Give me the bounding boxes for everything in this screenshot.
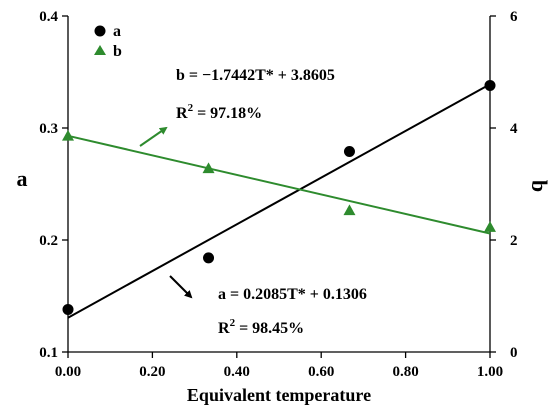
- b-annotation-arrow: [139, 126, 168, 147]
- x-tick-label: 0.60: [308, 364, 334, 380]
- x-tick-label: 0.40: [224, 364, 250, 380]
- x-tick-label: 0.00: [55, 364, 81, 380]
- a-annotation-arrow: [169, 275, 193, 299]
- y-right-tick-label: 4: [510, 121, 518, 137]
- fit-line-b: [67, 134, 491, 235]
- data-points: [62, 79, 496, 315]
- b-r2-base: R: [176, 105, 188, 122]
- point-a: [62, 303, 74, 315]
- point-b: [202, 162, 215, 174]
- y-left-tick-label: 0.3: [39, 121, 58, 137]
- ticks: [62, 15, 496, 358]
- y-right-tick-label: 2: [510, 233, 518, 249]
- legend-marker-b: [94, 45, 106, 55]
- x-tick-label: 1.00: [477, 364, 503, 380]
- a-r-squared: R2 = 98.45%: [218, 317, 304, 337]
- b-r2-rest: = 97.18%: [193, 105, 262, 122]
- y-right-axis-title: b: [527, 180, 550, 192]
- point-b: [484, 221, 496, 232]
- x-axis-title: Equivalent temperature: [187, 385, 371, 405]
- a-r2-sup: 2: [230, 317, 236, 329]
- point-a: [484, 79, 496, 91]
- fit-lines: [67, 83, 491, 319]
- point-a: [343, 146, 355, 158]
- y-left-tick-label: 0.4: [39, 9, 58, 25]
- fit-line-a: [67, 83, 491, 319]
- legend-label-a: a: [113, 23, 121, 40]
- a-r2-rest: = 98.45%: [235, 320, 304, 337]
- point-b: [343, 204, 356, 216]
- b-r-squared: R2 = 97.18%: [176, 102, 262, 122]
- a-r2-base: R: [218, 320, 230, 337]
- b-r2-sup: 2: [188, 102, 194, 114]
- point-a: [203, 252, 215, 264]
- x-tick-label: 0.20: [139, 364, 165, 380]
- x-tick-label: 0.80: [392, 364, 418, 380]
- legend-marker-a: [94, 25, 106, 37]
- y-right-tick-label: 0: [510, 345, 518, 361]
- a-equation: a = 0.2085T* + 0.1306: [218, 286, 367, 303]
- y-left-axis-title: a: [17, 166, 28, 191]
- y-right-tick-label: 6: [510, 9, 518, 25]
- legend-label-b: b: [113, 43, 122, 60]
- y-left-tick-label: 0.2: [39, 233, 58, 249]
- legend: a b: [94, 23, 122, 60]
- y-left-tick-label: 0.1: [39, 345, 58, 361]
- point-b: [62, 129, 74, 141]
- b-equation: b = −1.7442T* + 3.8605: [176, 67, 335, 84]
